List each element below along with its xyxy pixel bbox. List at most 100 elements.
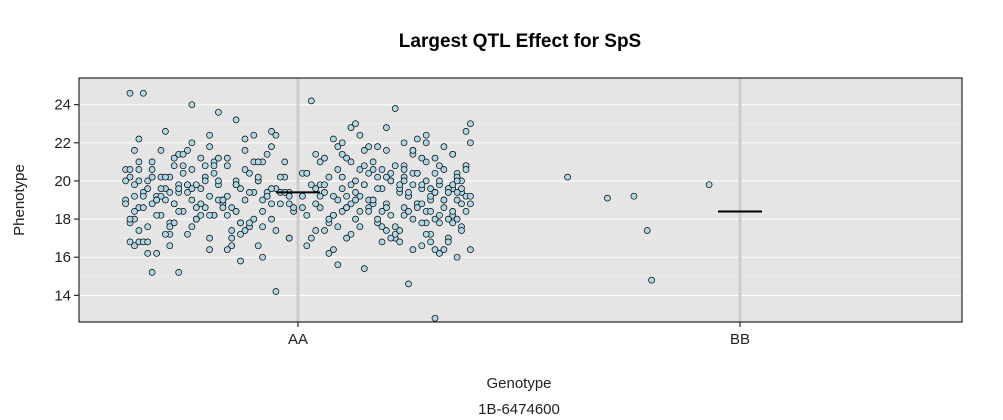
data-point (409, 215, 417, 223)
data-point (369, 196, 377, 204)
data-point (418, 219, 426, 227)
data-point (153, 211, 160, 219)
data-point (170, 162, 178, 170)
data-point (259, 208, 266, 215)
data-point (347, 230, 355, 238)
data-point (162, 128, 169, 135)
data-point (188, 166, 196, 173)
data-point (436, 250, 443, 257)
data-point (268, 200, 275, 208)
data-point (126, 238, 134, 246)
data-point (387, 169, 395, 177)
data-point (166, 189, 174, 196)
data-point (405, 189, 412, 196)
data-point (184, 230, 191, 238)
grid-lines (79, 78, 962, 322)
data-point (321, 181, 328, 189)
data-point (458, 200, 465, 208)
data-point (436, 219, 443, 227)
data-point (449, 219, 457, 227)
data-point (316, 192, 324, 200)
data-point (453, 177, 461, 185)
data-point (206, 211, 213, 219)
data-point (122, 200, 129, 208)
data-point (343, 204, 350, 211)
data-point (356, 192, 364, 200)
data-point (427, 185, 434, 192)
data-point (338, 185, 346, 192)
data-point (237, 185, 244, 192)
data-point (436, 162, 443, 170)
data-point (418, 154, 426, 162)
chart-title: Largest QTL Effect for SpS (399, 31, 641, 52)
data-point (440, 246, 448, 253)
data-point (334, 143, 342, 150)
data-point (268, 185, 275, 192)
data-point (400, 211, 408, 219)
data-point (356, 223, 364, 231)
data-point (444, 189, 452, 196)
data-point (144, 185, 152, 192)
data-point (343, 234, 350, 242)
data-point (352, 189, 359, 196)
data-point (135, 135, 143, 143)
data-point (232, 208, 240, 215)
data-point (206, 234, 213, 242)
data-point (228, 204, 236, 211)
data-point (391, 230, 399, 238)
data-point (162, 196, 169, 204)
data-point (285, 234, 293, 242)
data-point (409, 181, 417, 189)
data-point (148, 269, 156, 276)
data-point (378, 223, 386, 231)
data-point (374, 215, 381, 223)
data-point (263, 150, 271, 158)
data-point (374, 173, 381, 181)
data-point (144, 177, 152, 185)
x-axis-ticks: AA BB (288, 322, 750, 348)
data-point (170, 219, 178, 227)
data-point (418, 181, 426, 189)
data-point (431, 154, 439, 162)
data-point (383, 227, 390, 234)
data-point (356, 166, 364, 173)
data-point (135, 227, 143, 234)
data-point (268, 128, 275, 135)
data-point (131, 242, 138, 250)
data-point (334, 166, 342, 173)
data-point (148, 158, 156, 166)
data-point (330, 192, 337, 200)
data-point (431, 215, 439, 223)
data-point (449, 208, 457, 215)
data-point (285, 200, 293, 208)
data-point (356, 131, 364, 139)
data-point (162, 230, 169, 238)
data-point (276, 200, 284, 208)
data-point (175, 208, 183, 215)
data-point (413, 135, 421, 143)
data-point (312, 200, 320, 208)
data-point (458, 227, 465, 234)
data-point (139, 89, 147, 97)
data-point (330, 211, 337, 219)
data-point (228, 242, 236, 250)
y-tick-label: 22 (54, 135, 71, 152)
data-point (409, 147, 417, 154)
data-point (254, 158, 262, 166)
data-point (440, 204, 448, 211)
data-point (144, 223, 152, 231)
data-point (192, 204, 200, 211)
data-point (215, 154, 222, 162)
data-point (396, 227, 404, 234)
data-point (338, 173, 346, 181)
data-point (643, 227, 651, 234)
data-point (378, 166, 386, 173)
data-point (303, 169, 311, 177)
data-point (188, 185, 196, 192)
data-point (321, 154, 328, 162)
data-point (192, 215, 200, 223)
y-tick-label: 24 (54, 97, 71, 114)
data-point (241, 166, 249, 173)
data-point (418, 200, 426, 208)
data-point (170, 200, 178, 208)
